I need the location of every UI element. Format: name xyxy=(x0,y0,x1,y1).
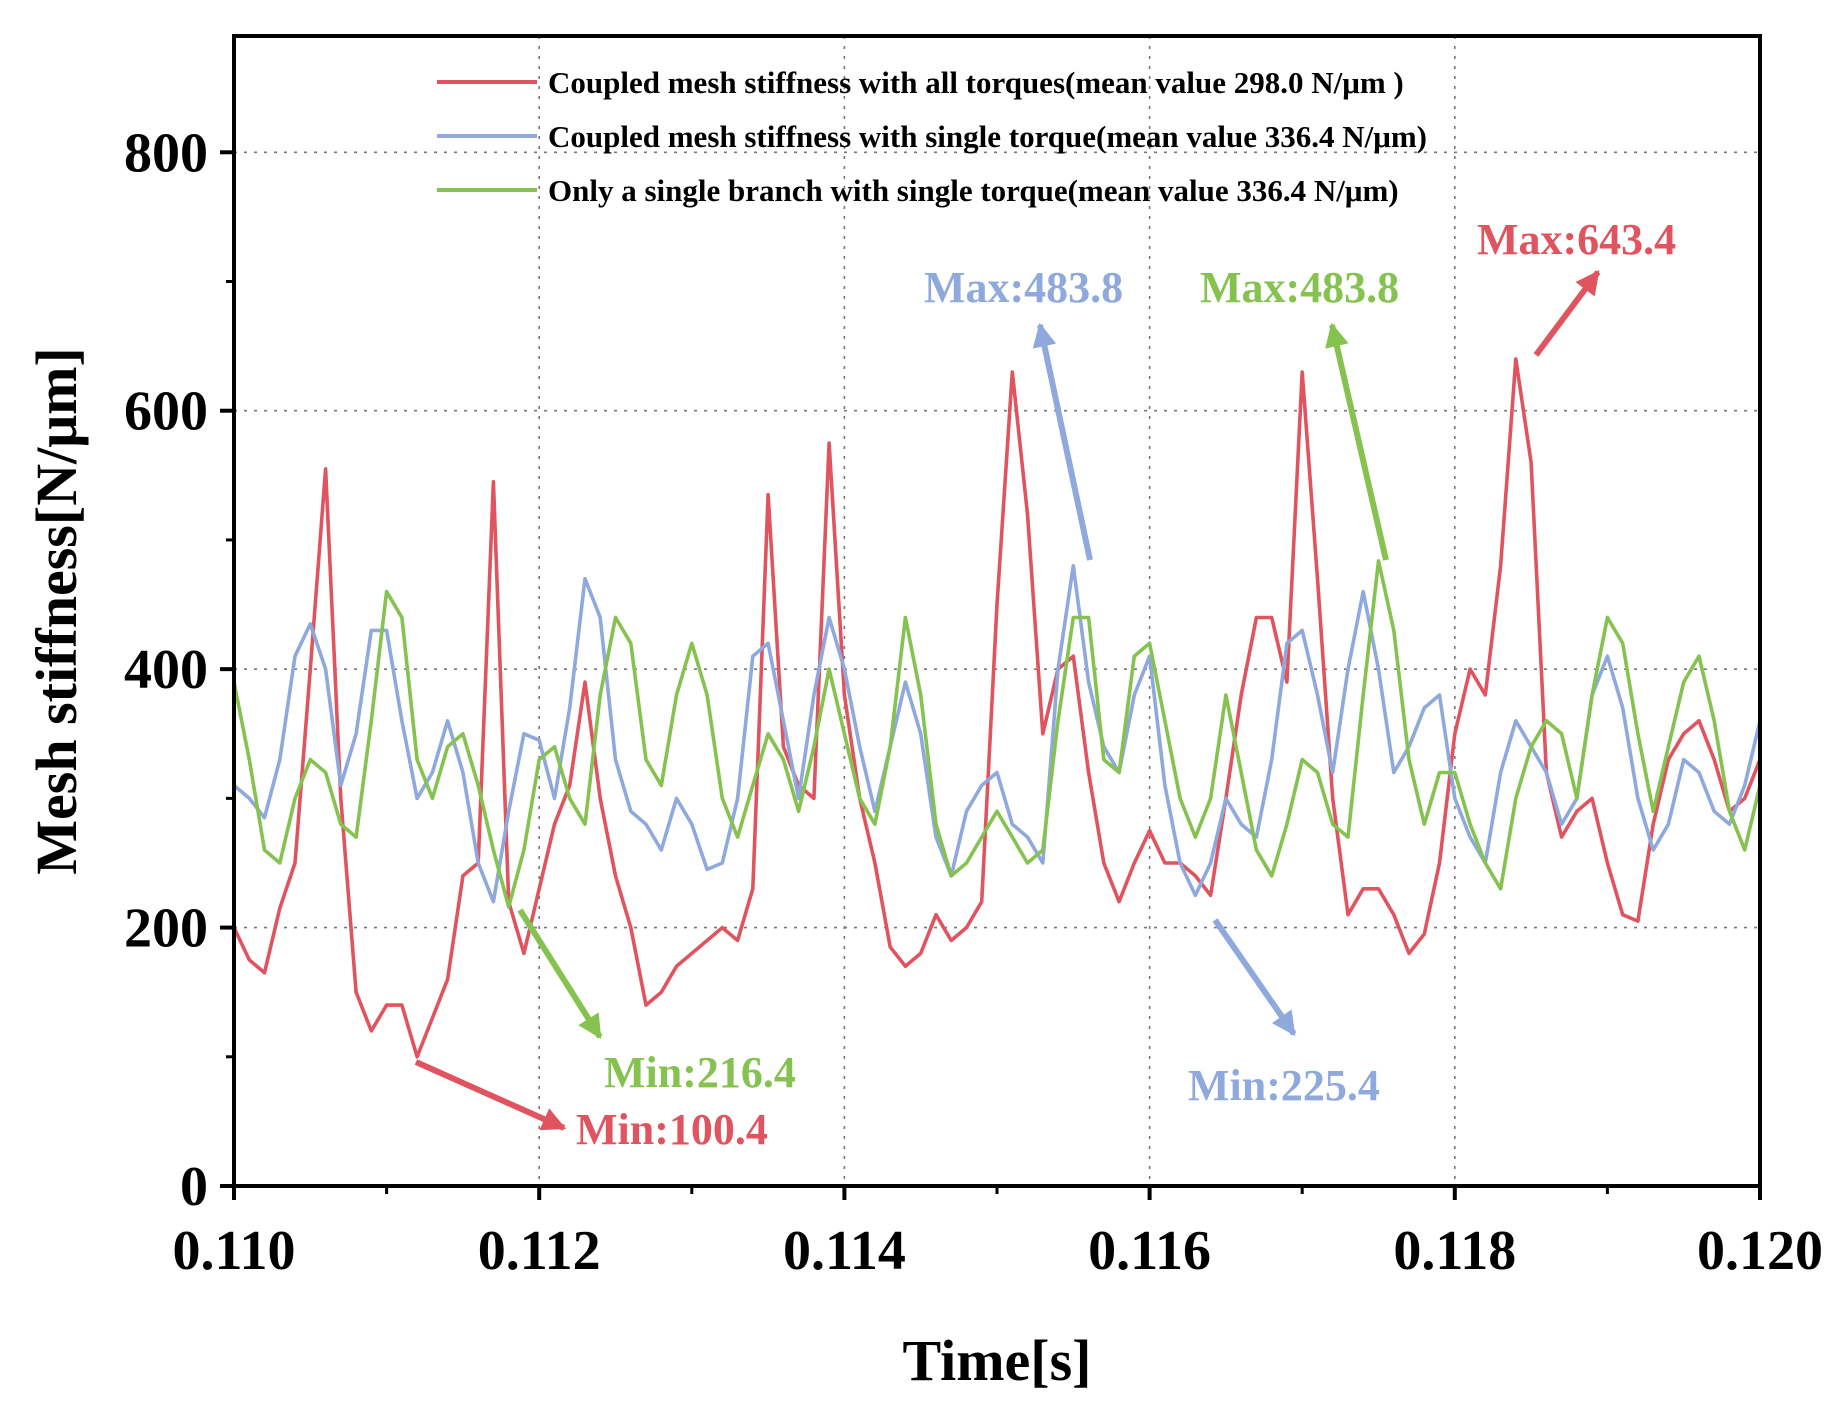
annotation-max-red: Max:643.4 xyxy=(1477,215,1676,264)
annotation-arrows xyxy=(414,270,1601,1131)
x-tick-label: 0.110 xyxy=(173,1220,296,1282)
series-line-all-torques xyxy=(234,357,1760,1059)
arrow-max-red xyxy=(1533,270,1601,357)
legend-label-all-torques: Coupled mesh stiffness with all torques(… xyxy=(548,65,1404,100)
arrow-min-blue xyxy=(1212,918,1297,1036)
annotation-min-green: Min:216.4 xyxy=(604,1048,796,1097)
x-tick-label: 0.120 xyxy=(1697,1220,1823,1282)
series-line-single-branch xyxy=(234,559,1760,909)
annotation-max-blue: Max:483.8 xyxy=(924,263,1123,312)
arrow-max-blue xyxy=(1032,322,1093,561)
annotation-min-blue: Min:225.4 xyxy=(1188,1061,1380,1110)
legend: Coupled mesh stiffness with all torques(… xyxy=(437,65,1427,208)
series-line-single-torque xyxy=(234,564,1760,904)
x-tick-label: 0.114 xyxy=(783,1220,906,1282)
y-tick-label: 800 xyxy=(124,122,208,184)
legend-label-single-branch: Only a single branch with single torque(… xyxy=(548,173,1399,208)
annotation-min-red: Min:100.4 xyxy=(576,1105,768,1154)
series-layer xyxy=(234,357,1760,1059)
y-tick-label: 0 xyxy=(180,1156,208,1218)
tick-layer: 0.110 0.112 0.114 0.116 0.118 0.120 0 200 400 600… xyxy=(124,122,1823,1282)
y-axis-title: Mesh stiffness[N/μm] xyxy=(24,347,89,874)
y-tick-label: 400 xyxy=(124,639,208,701)
arrow-min-green xyxy=(517,908,603,1040)
x-tick-label: 0.116 xyxy=(1088,1220,1211,1282)
arrow-max-green xyxy=(1325,322,1389,561)
arrow-min-red xyxy=(414,1059,567,1131)
legend-label-single-torque: Coupled mesh stiffness with single torqu… xyxy=(548,119,1427,154)
x-axis-title: Time[s] xyxy=(902,1328,1091,1393)
y-tick-label: 600 xyxy=(124,381,208,443)
x-tick-label: 0.112 xyxy=(478,1220,601,1282)
grid-layer xyxy=(234,36,1760,1186)
y-tick-label: 200 xyxy=(124,898,208,960)
x-tick-label: 0.118 xyxy=(1393,1220,1516,1282)
annotation-max-green: Max:483.8 xyxy=(1200,263,1399,312)
